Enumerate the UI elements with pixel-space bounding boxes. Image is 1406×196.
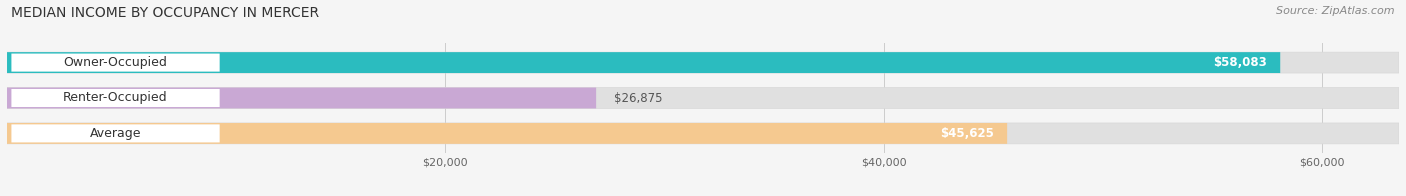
- FancyBboxPatch shape: [7, 88, 1399, 108]
- Text: $45,625: $45,625: [941, 127, 994, 140]
- FancyBboxPatch shape: [11, 89, 219, 107]
- FancyBboxPatch shape: [7, 52, 1281, 73]
- FancyBboxPatch shape: [7, 123, 1007, 144]
- Text: Owner-Occupied: Owner-Occupied: [63, 56, 167, 69]
- FancyBboxPatch shape: [11, 54, 219, 72]
- Text: Source: ZipAtlas.com: Source: ZipAtlas.com: [1277, 6, 1395, 16]
- Text: Average: Average: [90, 127, 141, 140]
- Text: Renter-Occupied: Renter-Occupied: [63, 92, 167, 104]
- Text: $58,083: $58,083: [1213, 56, 1267, 69]
- FancyBboxPatch shape: [7, 123, 1399, 144]
- FancyBboxPatch shape: [11, 124, 219, 142]
- Text: $26,875: $26,875: [613, 92, 662, 104]
- FancyBboxPatch shape: [7, 52, 1399, 73]
- Text: MEDIAN INCOME BY OCCUPANCY IN MERCER: MEDIAN INCOME BY OCCUPANCY IN MERCER: [11, 6, 319, 20]
- FancyBboxPatch shape: [7, 88, 596, 108]
